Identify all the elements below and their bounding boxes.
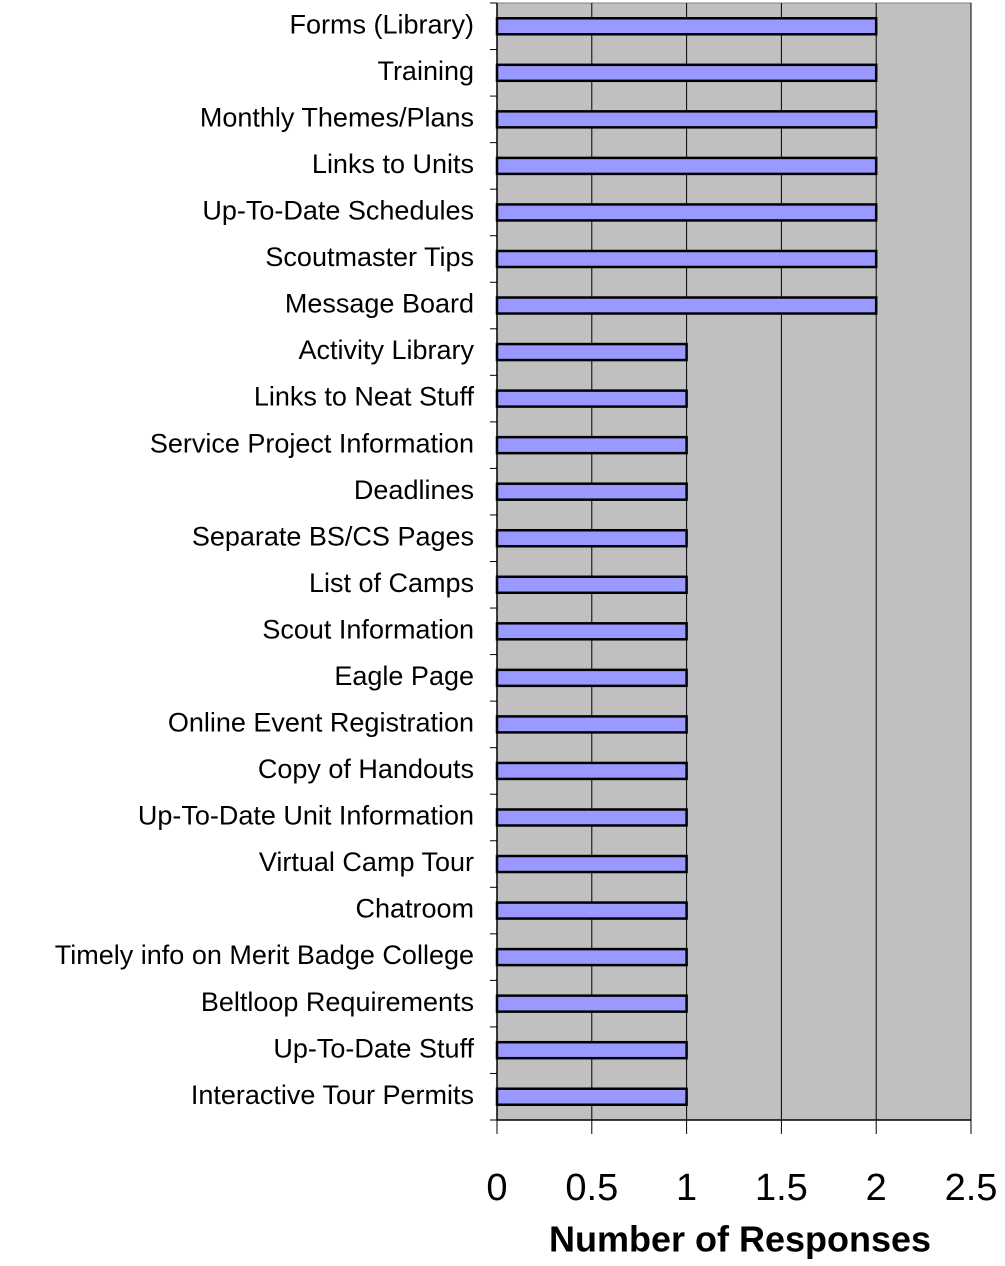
bar — [495, 668, 688, 688]
y-tick-label: Scout Information — [262, 614, 474, 644]
bar — [495, 947, 688, 967]
y-tick-label: Up-To-Date Stuff — [273, 1033, 474, 1063]
x-tick-label: 0 — [486, 1167, 507, 1209]
bar — [495, 435, 688, 455]
bar — [495, 575, 688, 595]
y-tick-label: Message Board — [285, 289, 474, 319]
bar — [495, 296, 878, 315]
bar — [495, 1040, 688, 1060]
x-axis-title: Number of Responses — [549, 1219, 931, 1260]
bar — [495, 901, 688, 920]
bar — [495, 17, 878, 36]
plot-area — [496, 2, 972, 1121]
bar — [495, 482, 688, 501]
bar — [495, 249, 878, 269]
bar — [495, 63, 878, 83]
bar — [495, 994, 688, 1013]
bar — [495, 110, 878, 129]
x-tick-label: 0.5 — [565, 1167, 618, 1209]
y-tick-label: Scoutmaster Tips — [265, 242, 474, 272]
y-tick-label: Training — [377, 56, 474, 86]
y-tick-label: Monthly Themes/Plans — [200, 102, 474, 132]
bar — [495, 1087, 688, 1106]
y-tick-label: List of Camps — [309, 568, 474, 598]
y-tick-label: Beltloop Requirements — [201, 987, 474, 1017]
y-tick-label: Links to Neat Stuff — [254, 382, 475, 412]
x-tick-label: 2 — [866, 1167, 887, 1209]
bar — [495, 342, 688, 362]
y-tick-label: Deadlines — [354, 475, 474, 505]
y-tick-label: Eagle Page — [334, 661, 474, 691]
y-tick-label: Up-To-Date Unit Information — [138, 801, 474, 831]
x-tick-label: 2.5 — [945, 1167, 998, 1209]
y-tick-label: Up-To-Date Schedules — [202, 196, 474, 226]
x-tick-label: 1 — [676, 1167, 697, 1209]
y-tick-label: Service Project Information — [150, 428, 474, 458]
y-tick-label: Virtual Camp Tour — [259, 847, 474, 877]
bar — [495, 854, 688, 874]
bar — [495, 156, 878, 176]
y-tick-label: Chatroom — [355, 894, 474, 924]
y-tick-label: Copy of Handouts — [258, 754, 474, 784]
bar — [495, 622, 688, 641]
y-tick-label: Timely info on Merit Badge College — [55, 940, 474, 970]
bar — [495, 761, 688, 781]
bar — [495, 203, 878, 222]
y-tick-label: Interactive Tour Permits — [191, 1080, 474, 1110]
bar — [495, 808, 688, 827]
y-tick-label: Forms (Library) — [289, 9, 474, 39]
x-tick-label: 1.5 — [755, 1167, 808, 1209]
y-tick-label: Links to Units — [312, 149, 474, 179]
bar — [495, 715, 688, 734]
y-tick-label: Separate BS/CS Pages — [192, 521, 474, 551]
bar — [495, 528, 688, 548]
bar — [495, 389, 688, 408]
y-tick-label: Online Event Registration — [168, 708, 474, 738]
y-tick-label: Activity Library — [298, 335, 474, 365]
